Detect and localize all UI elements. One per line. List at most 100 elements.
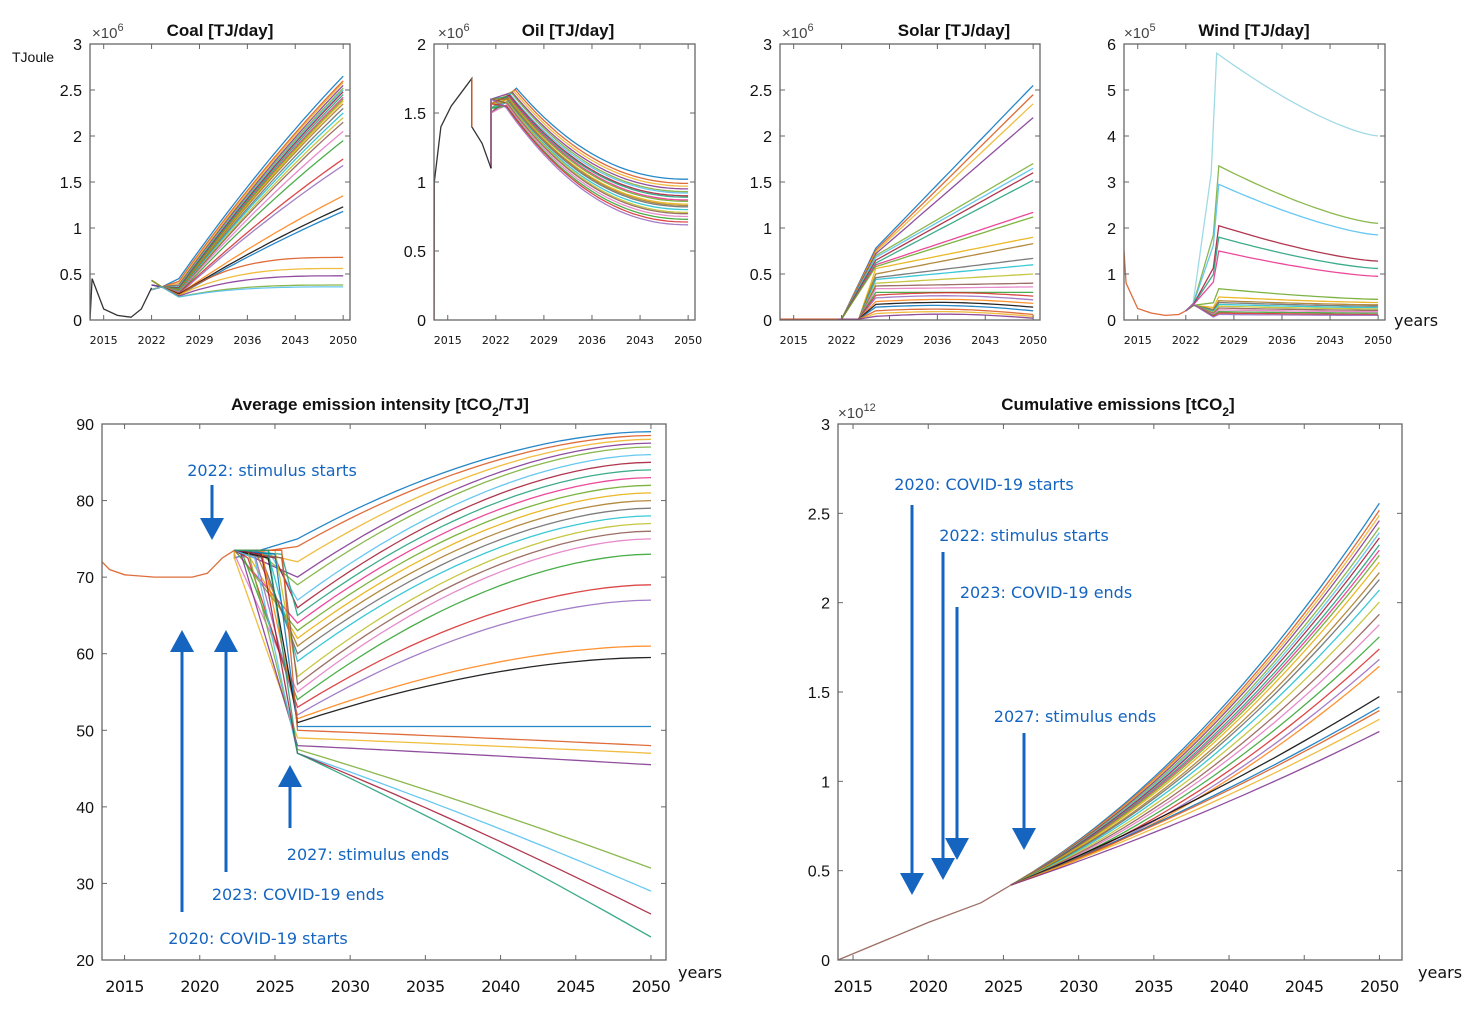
x-tick-label: 2020 [909,977,948,996]
annotation-label: 2022: stimulus starts [939,526,1109,545]
panel-cumulative-emissions: Cumulative emissions [tCO2] ×1012 years … [808,395,1462,996]
scenario-line-9 [233,484,652,632]
scenario-line-21 [1010,696,1380,886]
scenario-line-25 [151,275,344,297]
y-tick-label: 2 [417,37,426,54]
scenario-line-18 [490,103,689,223]
x-tick-label: 2029 [1220,334,1248,347]
x-tick-label: 2022 [482,334,510,347]
scenario-line-13 [1010,589,1380,886]
x-tick-label: 2036 [1268,334,1296,347]
x-tick-label: 2030 [331,977,370,996]
scenario-line-3 [1010,520,1380,886]
scenario-line-23 [234,549,652,747]
x-tick-label: 2025 [984,977,1023,996]
scenario-line-8 [233,476,652,624]
y-tick-label: 2 [763,129,772,146]
annotation-arrowhead [200,518,224,540]
scenario-line-25 [780,313,1034,320]
scenario-line-9 [780,216,1034,320]
series-group-oil [434,76,689,320]
y-tick-label: 0 [763,313,772,330]
chart-title-oil: Oil [TJ/day] [522,21,615,40]
plot-frame-wind [1123,43,1386,321]
scenario-line-4 [1185,236,1379,312]
scenario-line-0 [151,75,344,291]
scenario-line-14 [1010,601,1380,886]
scenario-line-11 [234,499,652,648]
x-tick-label: 2015 [834,977,873,996]
scenario-line-16 [490,103,689,218]
scenario-line-2 [234,438,652,563]
y-tick-label: 1 [1107,267,1116,284]
scenario-line-23 [780,308,1034,320]
scenario-line-18 [151,158,344,295]
scenario-line-4 [780,163,1034,320]
scenario-line-15 [490,98,689,215]
scenario-line-2 [1010,515,1380,886]
scenario-line-19 [151,164,344,295]
scenario-line-6 [780,172,1034,320]
panel-coal: Coal [TJ/day] TJoule ×106 2015 2022 2029 20… [12,21,357,347]
x-tick-label: 2015 [780,334,808,347]
scenario-line-8 [490,95,689,201]
y-tick-label: 0.5 [808,864,830,881]
panel-emission-intensity: Average emission intensity [tCO2/TJ] yea… [76,395,722,996]
scenario-line-2 [780,103,1034,320]
scenario-line-5 [780,167,1034,320]
scenario-line-23 [151,256,344,296]
scenario-line-6 [234,461,652,609]
scenario-line-15 [234,530,652,686]
panel-oil: Oil [TJ/day] ×106 2015 2022 2029 2036 2043 20… [404,21,702,347]
scenario-line-3 [234,442,652,578]
scenario-line-16 [233,538,652,694]
panel-wind: Wind [TJ/day] ×105 years 2015 2022 2029 203… [1107,21,1438,347]
scenario-line-17 [151,140,344,295]
scenario-line-26 [234,549,652,869]
x-tick-label: 2022 [828,334,856,347]
series-group-coal [90,75,344,320]
annotation-label: 2022: stimulus starts [187,461,357,480]
y-tick-label: 80 [76,494,94,511]
chart-title-wind: Wind [TJ/day] [1198,21,1309,40]
annotation-arrowhead [1012,828,1036,850]
y-tick-label: 3 [763,37,772,54]
scenario-line-11 [490,98,689,207]
scenario-line-9 [490,96,689,202]
scenario-line-20 [234,549,652,720]
scenario-line-1 [151,80,344,288]
y-axis-unit-label: TJoule [12,49,54,65]
scenario-line-15 [151,121,344,294]
y-tick-label: 1 [763,221,772,238]
scenario-line-11 [780,242,1034,320]
y-tick-label: 1.5 [60,175,82,192]
scenario-line-16 [1185,303,1379,318]
x-tick-label: 2045 [556,977,595,996]
scenario-line-1 [1185,164,1379,312]
scenario-line-0 [780,84,1034,320]
exponent-label-coal: ×106 [92,22,124,42]
x-tick-label: 2029 [530,334,558,347]
scenario-line-7 [234,469,652,617]
scenario-line-19 [234,549,652,716]
x-tick-label: 2025 [256,977,295,996]
y-tick-label: 1 [417,175,426,192]
series-group-wind [1124,51,1379,318]
x-axis-label-wind: years [1394,311,1438,330]
y-tick-label: 0 [417,313,426,330]
y-tick-label: 1.5 [750,175,772,192]
x-tick-label: 2036 [233,334,261,347]
scenario-line-22 [234,549,651,728]
scenario-line-22 [780,304,1034,320]
annotation-label: 2027: stimulus ends [994,707,1156,726]
scenario-line-21 [780,301,1034,320]
scenario-line-24 [233,550,652,754]
annotation-arrowhead [945,838,969,860]
chart-title-coal: Coal [TJ/day] [167,21,274,40]
y-tick-label: 2.5 [60,83,82,100]
x-tick-label: 2022 [1172,334,1200,347]
x-axis-label-emission-intensity: years [678,963,722,982]
scenario-line-10 [1010,561,1380,886]
scenario-line-1 [780,94,1034,320]
scenario-line-history [102,549,235,578]
